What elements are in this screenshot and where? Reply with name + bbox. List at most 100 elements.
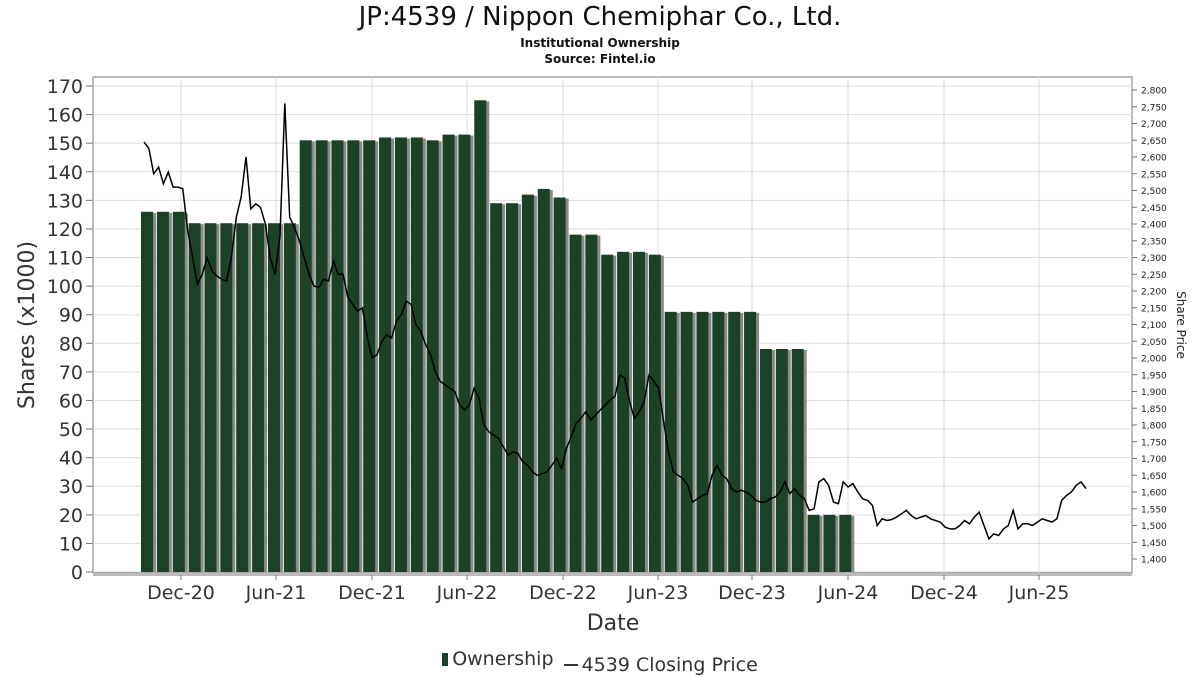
bar xyxy=(775,349,788,572)
y2-tick-label: 2,200 xyxy=(1141,288,1167,298)
y2-axis-title: Share Price xyxy=(1174,291,1188,359)
bar-swatch-icon xyxy=(442,652,449,666)
y2-tick-label: 2,400 xyxy=(1141,221,1167,231)
y2-tick-label: 1,800 xyxy=(1141,422,1167,432)
y2-tick-label: 1,750 xyxy=(1141,438,1167,448)
y2-tick-label: 2,350 xyxy=(1141,237,1167,247)
bar xyxy=(426,140,439,573)
bar xyxy=(299,140,312,573)
y-tick-label: 80 xyxy=(59,333,83,355)
legend-ownership-label: Ownership xyxy=(452,648,554,670)
bar xyxy=(521,194,534,572)
y-tick-label: 150 xyxy=(47,133,83,155)
x-tick-label: Dec-24 xyxy=(910,582,978,604)
bar xyxy=(759,349,772,572)
y2-tick-label: 2,700 xyxy=(1141,120,1167,130)
ownership-chart: 0 10 20 30 40 50 60 70 80 90 100 110 120 130 140 150 160… xyxy=(15,76,1188,636)
y-axis-title: Shares (x1000) xyxy=(15,241,40,409)
bar xyxy=(315,140,328,573)
y2-tick-label: 1,500 xyxy=(1141,522,1167,532)
bar xyxy=(553,197,566,572)
legend-item-price[interactable]: 4539 Closing Price xyxy=(563,653,758,676)
x-tick-label: Jun-24 xyxy=(817,582,879,604)
y2-tick-label: 2,650 xyxy=(1141,137,1167,147)
y2-tick-label: 2,550 xyxy=(1141,170,1167,180)
bar xyxy=(506,203,519,572)
y-tick-label: 40 xyxy=(59,448,83,470)
x-tick-label: Jun-25 xyxy=(1008,582,1070,604)
bar xyxy=(172,211,185,572)
y-tick-label: 160 xyxy=(47,105,83,127)
y2-tick-label: 1,550 xyxy=(1141,505,1167,515)
x-tick-label: Jun-22 xyxy=(436,582,498,604)
y-tick-label: 10 xyxy=(59,533,83,555)
bar xyxy=(394,137,407,573)
line-swatch-icon xyxy=(563,663,578,666)
y2-tick-label: 2,000 xyxy=(1141,355,1167,365)
bar xyxy=(267,223,280,573)
bar xyxy=(220,223,233,573)
x-axis-title: Date xyxy=(587,611,640,636)
y-tick-label: 20 xyxy=(59,505,83,527)
y2-tick-label: 2,100 xyxy=(1141,321,1167,331)
x-tick-label: Jun-23 xyxy=(627,582,689,604)
bar xyxy=(601,254,614,572)
bar xyxy=(236,223,249,573)
y2-tick-label: 1,950 xyxy=(1141,371,1167,381)
y2-tick-label: 2,250 xyxy=(1141,271,1167,281)
bar xyxy=(648,254,661,572)
bar xyxy=(791,349,804,572)
bar xyxy=(410,137,423,573)
x-tick-label: Dec-23 xyxy=(718,582,786,604)
bar xyxy=(252,223,265,573)
chart-title: JP:4539 / Nippon Chemiphar Co., Ltd. xyxy=(358,2,842,32)
y2-tick-label: 1,900 xyxy=(1141,388,1167,398)
y2-tick-label: 2,600 xyxy=(1141,154,1167,164)
bar xyxy=(585,234,598,573)
bar xyxy=(569,234,582,573)
y2-tick-label: 2,300 xyxy=(1141,254,1167,264)
y2-tick-label: 1,700 xyxy=(1141,455,1167,465)
y2-tick-label: 2,750 xyxy=(1141,103,1167,113)
bar xyxy=(363,140,376,573)
y-tick-label: 70 xyxy=(59,362,83,384)
y-tick-label: 110 xyxy=(47,248,83,270)
y-tick-label: 100 xyxy=(47,276,83,298)
bar xyxy=(204,223,217,573)
bar xyxy=(664,311,677,572)
y-tick-label: 90 xyxy=(59,305,83,327)
bar xyxy=(823,514,836,572)
legend-item-ownership[interactable]: Ownership xyxy=(442,648,554,670)
bar xyxy=(807,514,820,572)
bar xyxy=(156,211,169,572)
bar xyxy=(474,100,487,572)
chart-subtitle: Institutional Ownership xyxy=(520,36,680,50)
y-tick-label: 30 xyxy=(59,476,83,498)
bar xyxy=(744,311,757,572)
chart-source: Source: Fintel.io xyxy=(544,52,656,66)
bar xyxy=(617,251,630,572)
bar xyxy=(458,134,471,572)
legend-price-label: 4539 Closing Price xyxy=(581,653,758,676)
bar xyxy=(712,311,725,572)
bar xyxy=(283,223,296,573)
bar xyxy=(680,311,693,572)
bar xyxy=(728,311,741,572)
y2-tick-label: 2,800 xyxy=(1141,87,1167,97)
price-line xyxy=(143,103,1087,541)
bar xyxy=(537,188,550,572)
bar xyxy=(490,203,503,572)
y-tick-label: 140 xyxy=(47,162,83,184)
y2-tick-label: 1,450 xyxy=(1141,539,1167,549)
bar xyxy=(696,311,709,572)
y2-tick-label: 2,450 xyxy=(1141,204,1167,214)
bar xyxy=(141,211,153,572)
y2-tick-label: 1,650 xyxy=(1141,472,1167,482)
bar xyxy=(347,140,360,573)
y-tick-label: 50 xyxy=(59,419,83,441)
y-tick-label: 120 xyxy=(47,219,83,241)
x-tick-label: Dec-22 xyxy=(529,582,597,604)
x-tick-label: Jun-21 xyxy=(245,582,307,604)
bar xyxy=(442,134,455,572)
bar xyxy=(188,223,201,573)
